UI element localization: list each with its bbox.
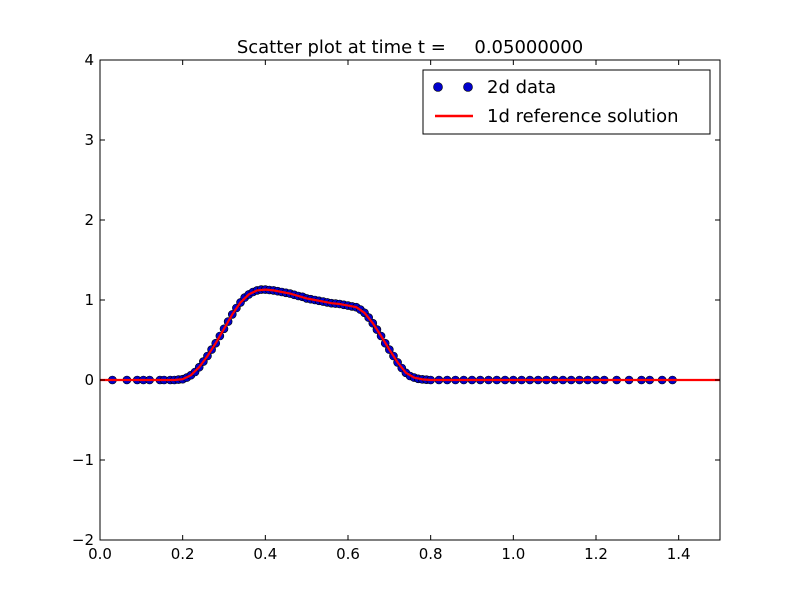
legend-label: 1d reference solution: [487, 106, 679, 127]
plot-inner: [100, 285, 720, 385]
legend-marker-scatter: [463, 82, 473, 92]
legend-box: [422, 69, 711, 135]
legend-marker-scatter: [433, 82, 443, 92]
axes: 0.0 0.2 0.4 0.6 0.8 1.0 1.2 1.4 −2 −1 0 1 2 3 4: [72, 51, 721, 563]
y-tick-label: −2: [72, 531, 94, 549]
x-tick-label: 0.2: [171, 545, 195, 563]
chart-title: Scatter plot at time t = 0.05000000: [237, 37, 583, 58]
x-tick-label: 0.4: [253, 545, 277, 563]
y-tick-label: 1: [84, 291, 94, 309]
legend: 2d data 1d reference solution: [422, 69, 711, 135]
y-tick-label: 3: [84, 131, 94, 149]
x-tick-label: 1.2: [584, 545, 608, 563]
y-tick-label: 0: [84, 371, 94, 389]
legend-label: 2d data: [487, 77, 556, 98]
x-tick-label: 0.0: [88, 545, 112, 563]
x-tick-label: 1.0: [501, 545, 525, 563]
plot-area: [100, 285, 720, 385]
y-tick-label: −1: [72, 451, 94, 469]
y-tick-label: 4: [84, 51, 94, 69]
x-tick-label: 0.6: [336, 545, 360, 563]
reference-line: [100, 288, 720, 382]
x-tick-label: 1.4: [667, 545, 691, 563]
y-tick-label: 2: [84, 211, 94, 229]
x-tick-label: 0.8: [419, 545, 443, 563]
